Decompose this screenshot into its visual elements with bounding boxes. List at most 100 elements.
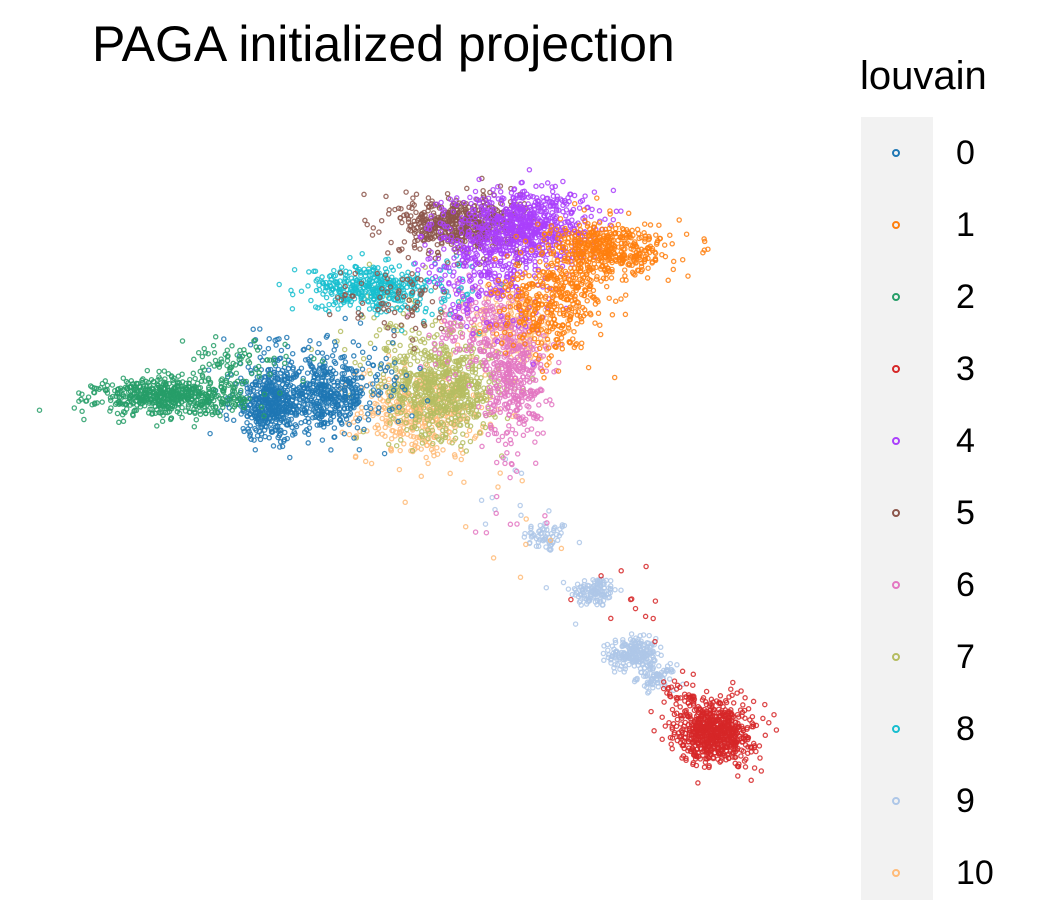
point-8	[352, 263, 359, 270]
point-2	[104, 390, 111, 396]
point-7	[449, 406, 455, 413]
point-6	[432, 347, 438, 353]
point-7	[398, 410, 404, 416]
point-0	[350, 339, 357, 345]
point-2	[237, 347, 243, 354]
point-8	[397, 307, 404, 313]
point-7	[352, 359, 358, 366]
point-2	[154, 423, 160, 429]
point-2	[81, 416, 87, 423]
point-6	[520, 432, 527, 439]
point-7	[438, 437, 445, 443]
point-5	[410, 195, 416, 201]
point-7	[432, 318, 439, 324]
point-7	[409, 424, 415, 431]
point-5	[412, 325, 419, 332]
point-10	[393, 399, 400, 405]
point-0	[388, 369, 395, 375]
point-0	[366, 400, 373, 406]
point-2	[114, 386, 121, 393]
point-9	[528, 525, 534, 532]
point-0	[252, 447, 259, 453]
point-10	[368, 460, 375, 467]
point-8	[306, 269, 312, 275]
point-6	[534, 430, 541, 437]
point-7	[450, 388, 457, 394]
point-7	[432, 396, 439, 402]
point-5	[429, 298, 436, 305]
point-6	[439, 335, 445, 341]
point-7	[446, 352, 452, 358]
point-8	[374, 311, 380, 318]
point-5	[413, 191, 420, 198]
point-8	[445, 293, 452, 299]
point-5	[403, 189, 409, 195]
point-7	[423, 361, 429, 367]
point-7	[393, 442, 400, 449]
point-6	[516, 328, 523, 335]
point-6	[537, 361, 544, 368]
point-7	[387, 413, 394, 419]
point-7	[449, 440, 455, 446]
point-7	[414, 358, 421, 364]
point-9	[518, 512, 524, 519]
point-8	[331, 267, 337, 274]
point-10	[495, 484, 501, 490]
point-2	[193, 416, 200, 423]
point-2	[146, 382, 153, 389]
point-7	[478, 395, 485, 402]
point-10	[471, 322, 477, 328]
point-10	[397, 426, 404, 432]
point-2	[283, 353, 289, 360]
point-2	[218, 381, 225, 387]
point-7	[457, 416, 464, 423]
point-2	[168, 415, 175, 421]
point-7	[464, 419, 470, 425]
point-9	[667, 660, 674, 667]
point-7	[418, 350, 424, 357]
point-0	[224, 416, 230, 422]
point-9	[522, 530, 528, 537]
point-6	[447, 320, 453, 326]
point-7	[442, 391, 449, 397]
point-0	[329, 353, 336, 359]
point-7	[397, 342, 403, 349]
point-7	[443, 431, 449, 438]
point-9	[600, 650, 607, 657]
point-7	[376, 327, 383, 333]
point-9	[656, 663, 662, 669]
point-0	[289, 350, 296, 357]
point-9	[663, 668, 669, 674]
point-7	[430, 440, 436, 447]
point-9	[666, 676, 673, 682]
point-7	[393, 323, 399, 329]
point-7	[476, 392, 482, 398]
point-7	[463, 448, 470, 454]
point-8	[322, 306, 329, 313]
point-10	[418, 473, 425, 480]
point-6	[506, 412, 512, 418]
point-7	[440, 398, 447, 405]
point-8	[396, 263, 403, 269]
point-10	[423, 454, 429, 461]
point-5	[384, 289, 391, 295]
point-10	[466, 427, 473, 434]
point-6	[489, 306, 496, 313]
point-7	[414, 390, 421, 397]
point-6	[556, 359, 562, 366]
point-8	[326, 301, 332, 308]
point-9	[621, 669, 627, 675]
point-9	[654, 672, 660, 678]
point-5	[383, 193, 389, 200]
point-7	[419, 440, 426, 446]
point-10	[472, 433, 479, 439]
point-8	[388, 264, 395, 270]
point-0	[257, 326, 263, 332]
point-6	[507, 474, 513, 481]
point-5	[398, 322, 404, 328]
point-6	[542, 513, 548, 519]
point-0	[365, 411, 371, 417]
point-5	[425, 195, 432, 201]
point-9	[517, 502, 523, 509]
point-7	[403, 412, 410, 419]
